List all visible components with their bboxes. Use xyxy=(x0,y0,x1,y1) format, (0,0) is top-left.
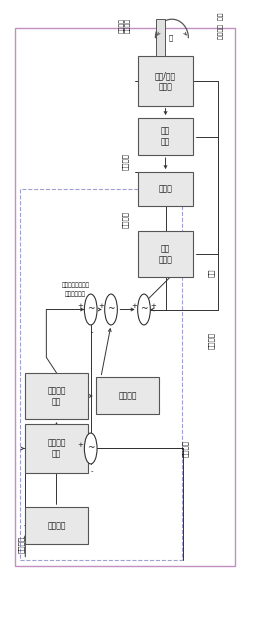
Text: ~: ~ xyxy=(87,304,94,313)
Text: 变频器: 变频器 xyxy=(158,184,172,194)
Text: 车辆等效转动惯量: 车辆等效转动惯量 xyxy=(61,282,89,288)
Text: 前馈: 前馈 xyxy=(207,268,214,277)
Text: 电机转动惯量: 电机转动惯量 xyxy=(65,292,86,297)
Text: +: + xyxy=(77,443,83,448)
Bar xyxy=(25,373,88,419)
Text: +: + xyxy=(77,303,83,310)
Text: 扭矩反馈: 扭矩反馈 xyxy=(207,332,214,349)
Text: +: + xyxy=(130,303,136,310)
Text: -: - xyxy=(90,469,92,474)
Bar xyxy=(25,424,88,473)
Text: 转速信号: 转速信号 xyxy=(18,535,24,553)
Text: 扭矩/转速
传感器: 扭矩/转速 传感器 xyxy=(154,71,176,91)
Text: 加载扭矩: 加载扭矩 xyxy=(121,153,128,170)
Text: +: + xyxy=(149,303,155,310)
Circle shape xyxy=(84,294,97,325)
Bar xyxy=(96,378,158,415)
Text: 扭矩给定: 扭矩给定 xyxy=(121,212,128,228)
Text: -: - xyxy=(90,329,92,335)
Text: 轴: 轴 xyxy=(168,35,173,41)
Bar xyxy=(137,118,193,155)
Bar xyxy=(20,189,181,560)
Bar xyxy=(137,56,193,106)
Bar xyxy=(14,28,234,566)
Circle shape xyxy=(84,433,97,464)
Text: ~: ~ xyxy=(140,304,147,313)
Text: 行驶阻力
模型: 行驶阻力 模型 xyxy=(47,438,66,459)
Text: 扭矩
调节器: 扭矩 调节器 xyxy=(158,244,172,264)
Text: 驱动扭矩  转速: 驱动扭矩 转速 xyxy=(218,12,223,38)
Text: 信号调理: 信号调理 xyxy=(47,521,66,530)
Text: 车辆参数: 车辆参数 xyxy=(182,440,188,457)
Bar xyxy=(137,172,193,206)
Text: 加载
电机: 加载 电机 xyxy=(160,126,169,147)
Text: +: + xyxy=(98,303,103,310)
Text: 与变速器
输出轴能: 与变速器 输出轴能 xyxy=(118,18,131,33)
Bar xyxy=(137,231,193,277)
Text: 角加速度
估计: 角加速度 估计 xyxy=(47,386,66,406)
Text: 延迟补偿: 延迟补偿 xyxy=(118,391,136,400)
Text: ~: ~ xyxy=(107,304,114,313)
Circle shape xyxy=(104,294,117,325)
Bar xyxy=(155,19,165,56)
Bar xyxy=(25,507,88,544)
Text: ~: ~ xyxy=(87,443,94,452)
Circle shape xyxy=(137,294,150,325)
